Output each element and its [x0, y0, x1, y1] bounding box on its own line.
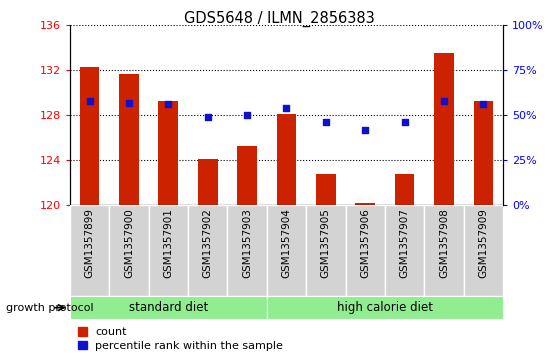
Point — [282, 105, 291, 111]
Point — [203, 114, 212, 120]
Bar — [277, 114, 296, 205]
Bar — [80, 67, 100, 205]
Point — [439, 98, 448, 104]
Point — [125, 100, 134, 106]
Text: GSM1357899: GSM1357899 — [84, 208, 94, 278]
Point — [321, 119, 330, 125]
Bar — [119, 74, 139, 205]
Bar — [70, 296, 267, 319]
Text: GSM1357905: GSM1357905 — [321, 208, 331, 278]
Text: GSM1357903: GSM1357903 — [242, 208, 252, 278]
Bar — [395, 174, 414, 205]
Bar — [385, 205, 424, 296]
Point — [479, 102, 488, 107]
Bar — [473, 101, 493, 205]
Text: GSM1357908: GSM1357908 — [439, 208, 449, 278]
Point — [243, 113, 252, 118]
Bar — [424, 205, 464, 296]
Text: high calorie diet: high calorie diet — [337, 301, 433, 314]
Point — [361, 127, 369, 132]
Bar — [345, 205, 385, 296]
Text: GSM1357904: GSM1357904 — [282, 208, 291, 278]
Bar — [434, 53, 454, 205]
Text: standard diet: standard diet — [129, 301, 208, 314]
Text: GSM1357907: GSM1357907 — [400, 208, 410, 278]
Text: GDS5648 / ILMN_2856383: GDS5648 / ILMN_2856383 — [184, 11, 375, 27]
Bar — [228, 205, 267, 296]
Bar — [70, 205, 109, 296]
Bar — [149, 205, 188, 296]
Bar — [306, 205, 345, 296]
Bar — [267, 296, 503, 319]
Bar — [198, 159, 217, 205]
Bar — [109, 205, 149, 296]
Point — [85, 98, 94, 104]
Bar — [188, 205, 228, 296]
Bar — [356, 203, 375, 205]
Bar — [159, 101, 178, 205]
Bar — [237, 146, 257, 205]
Text: GSM1357906: GSM1357906 — [360, 208, 370, 278]
Text: GSM1357901: GSM1357901 — [163, 208, 173, 278]
Point — [164, 102, 173, 107]
Bar — [316, 174, 336, 205]
Text: GSM1357900: GSM1357900 — [124, 208, 134, 278]
Legend: count, percentile rank within the sample: count, percentile rank within the sample — [75, 325, 286, 353]
Point — [400, 119, 409, 125]
Text: GSM1357902: GSM1357902 — [203, 208, 213, 278]
Text: growth protocol: growth protocol — [6, 303, 93, 313]
Text: GSM1357909: GSM1357909 — [479, 208, 489, 278]
Bar — [267, 205, 306, 296]
Bar — [464, 205, 503, 296]
